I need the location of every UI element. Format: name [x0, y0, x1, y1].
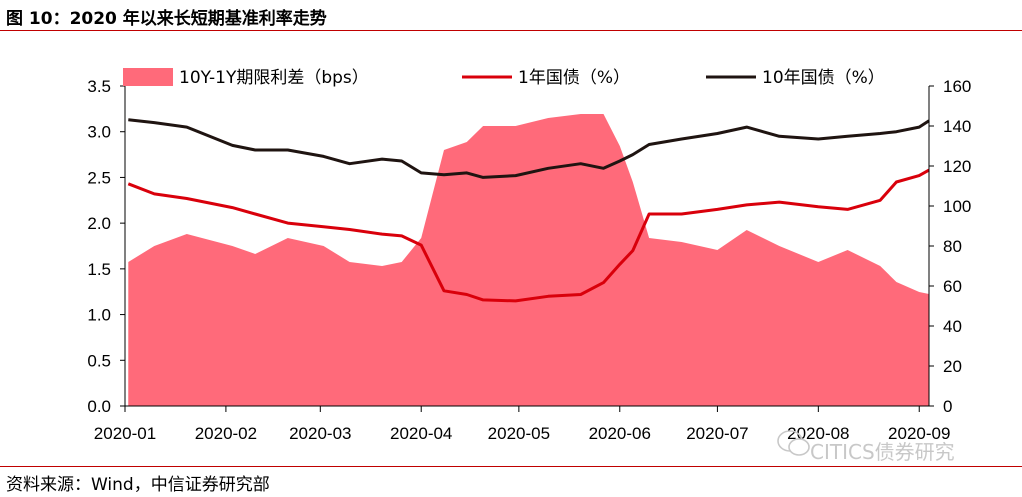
x-tick-label: 2020-03 — [289, 424, 351, 443]
x-tick-label: 2020-02 — [195, 424, 257, 443]
x-tick-label: 2020-05 — [488, 424, 550, 443]
source-note: 资料来源：Wind，中信证券研究部 — [6, 475, 270, 495]
chart-title: 图 10：2020 年以来长短期基准利率走势 — [6, 9, 327, 29]
left-tick-label: 1.0 — [87, 306, 111, 325]
left-tick-label: 3.5 — [87, 77, 111, 96]
x-tick-label: 2020-09 — [888, 424, 950, 443]
right-tick-label: 0 — [943, 397, 952, 416]
series-line-1 — [127, 168, 930, 303]
legend-label: 10Y-1Y期限利差（bps） — [179, 68, 369, 88]
left-tick-label: 2.0 — [87, 214, 111, 233]
source-divider — [0, 466, 1022, 467]
right-tick-label: 100 — [943, 197, 971, 216]
right-tick-label: 160 — [943, 77, 971, 96]
right-tick-label: 60 — [943, 277, 962, 296]
left-tick-label: 2.5 — [87, 168, 111, 187]
left-tick-label: 3.0 — [87, 123, 111, 142]
right-tick-label: 20 — [943, 357, 962, 376]
legend: 10Y-1Y期限利差（bps） 1年国债（%） 10年国债（%） — [123, 68, 885, 88]
left-tick-label: 0.5 — [87, 351, 111, 370]
x-tick-label: 2020-06 — [589, 424, 651, 443]
watermark: CITICS债券研究 — [777, 430, 955, 464]
right-tick-label: 80 — [943, 237, 962, 256]
series-line-layer — [127, 118, 930, 303]
wechat-icon — [777, 430, 810, 456]
left-tick-label: 1.5 — [87, 260, 111, 279]
legend-label: 10年国债（%） — [762, 68, 885, 88]
spread-area — [128, 114, 929, 406]
series-line-2 — [128, 118, 930, 179]
x-tick-label: 2020-01 — [94, 424, 156, 443]
spread-area-layer — [128, 114, 929, 406]
right-tick-label: 120 — [943, 157, 971, 176]
right-tick-label: 40 — [943, 317, 962, 336]
axis-layer: 0.0 0.5 1.0 1.5 2.0 2.5 3.0 3.5 0 20 40 60 80 100 120 1… — [87, 77, 971, 443]
title-divider — [0, 30, 1022, 31]
x-tick-label: 2020-08 — [787, 424, 849, 443]
x-tick-label: 2020-07 — [686, 424, 748, 443]
right-tick-label: 140 — [943, 117, 971, 136]
watermark-text: CITICS债券研究 — [810, 440, 955, 464]
legend-label: 1年国债（%） — [518, 68, 630, 88]
left-tick-label: 0.0 — [87, 397, 111, 416]
x-tick-label: 2020-04 — [390, 424, 452, 443]
legend-swatch — [123, 68, 173, 86]
